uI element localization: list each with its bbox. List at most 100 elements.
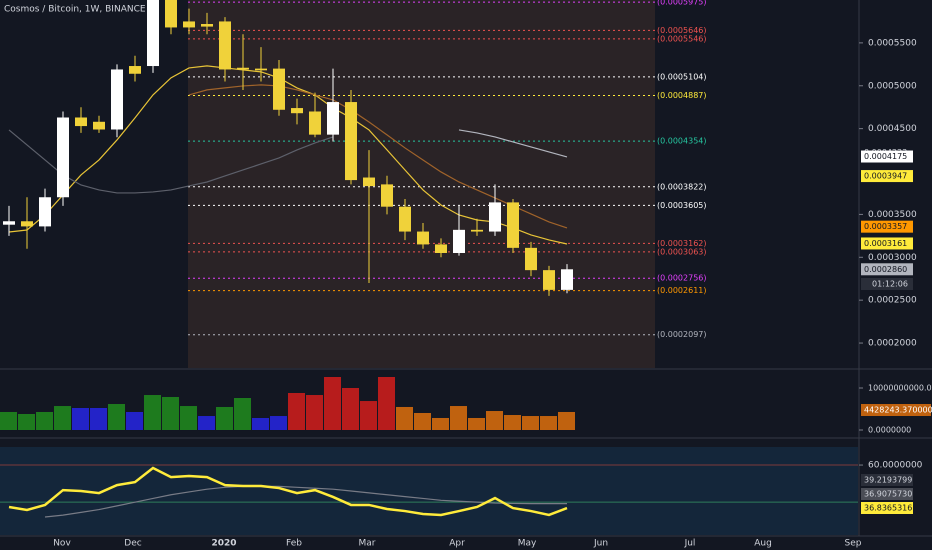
candle-body (165, 0, 177, 28)
volume-bar (396, 406, 413, 431)
level-label: (0.0004354) (657, 137, 707, 146)
volume-bar (126, 411, 143, 431)
volume-bar (522, 416, 539, 431)
candle-body (75, 117, 87, 127)
y-tick-label: 0.0005500 (868, 38, 917, 48)
countdown-tag (861, 278, 913, 290)
price-tag (861, 220, 913, 233)
candle-body (327, 102, 339, 135)
rsi-tag-label: 36.9075730 (864, 490, 912, 499)
volume-bar (432, 417, 449, 431)
volume-bar (216, 406, 233, 431)
candle-body (21, 221, 33, 227)
volume-bar (558, 411, 575, 431)
line-series (188, 84, 568, 229)
countdown: 01:12:06 (872, 280, 908, 289)
candle-body (291, 108, 303, 114)
candle-body (57, 117, 69, 198)
x-tick-label: Jul (684, 539, 696, 549)
level-label: (0.0003605) (657, 201, 707, 210)
candle-body (183, 21, 195, 28)
price-tag-label: 0.0003947 (864, 172, 907, 181)
rsi-tag (861, 502, 913, 514)
volume-bar (90, 407, 107, 431)
volume-bar (342, 388, 359, 431)
volume-bar (0, 411, 17, 431)
x-tick-label: Jun (593, 539, 608, 549)
candle-body (237, 67, 249, 70)
level-label: (0.0002097) (657, 330, 707, 339)
candle-body (147, 0, 159, 67)
rsi-background (0, 447, 858, 535)
volume-last-label: 4428243.3700000 (864, 406, 932, 415)
volume-bar (306, 395, 323, 431)
highlight-region (188, 0, 655, 368)
candle-body (399, 206, 411, 232)
price-tag (861, 170, 913, 183)
volume-bar (180, 406, 197, 431)
level-label: (0.0002756) (657, 274, 707, 283)
level-label: (0.0005646) (657, 26, 707, 35)
x-tick-label: Nov (53, 539, 71, 549)
candle-body (201, 24, 213, 27)
volume-bar (54, 406, 71, 431)
candle-body (111, 69, 123, 130)
price-tag-label: 0.0002860 (864, 265, 907, 274)
volume-bar (540, 416, 557, 431)
volume-bar (234, 397, 251, 431)
volume-bar (288, 392, 305, 431)
volume-bar (162, 396, 179, 431)
candle-body (525, 247, 537, 271)
volume-bar (504, 415, 521, 431)
candle-body (363, 177, 375, 187)
x-tick-label: May (518, 539, 537, 549)
candle-body (561, 269, 573, 290)
price-tag-label: 0.0004175 (864, 152, 907, 161)
line-series (8, 466, 568, 517)
volume-bar (324, 376, 341, 431)
x-tick-label: Feb (286, 539, 302, 549)
volume-bar (108, 404, 125, 431)
candle-body (435, 244, 447, 253)
line-series (8, 65, 568, 245)
candle-body (39, 197, 51, 227)
price-tag (861, 263, 913, 276)
candle-body (129, 66, 141, 74)
level-label: (0.0003162) (657, 239, 707, 248)
level-label: (0.0005546) (657, 34, 707, 43)
candle-body (453, 229, 465, 253)
level-label: (0.0003822) (657, 182, 707, 191)
price-tag (861, 237, 913, 250)
price-tag-label: 0.0003161 (864, 239, 907, 248)
candle-body (489, 202, 501, 232)
y-tick-label: 0.0005000 (868, 81, 917, 91)
price-tag-label: 0.0003357 (864, 222, 907, 231)
volume-bar (360, 401, 377, 431)
x-tick-label: Apr (449, 539, 465, 549)
price-pane (3, 0, 655, 336)
y-tick-label: 0.0002500 (868, 296, 917, 306)
rsi-tag-label: 36.8365316 (864, 504, 912, 513)
candle-body (381, 184, 393, 207)
candle-body (471, 229, 483, 232)
price-tag (861, 150, 913, 163)
y-tick-label: 0.0003500 (868, 210, 917, 220)
rsi-tag (861, 488, 913, 500)
volume-bar (18, 413, 35, 431)
volume-bar (252, 417, 269, 431)
x-tick-label: Aug (754, 539, 772, 549)
x-tick-label: Dec (124, 539, 141, 549)
candle-body (93, 121, 105, 130)
candle-body (3, 221, 15, 225)
candle-body (345, 102, 357, 181)
volume-bar (414, 412, 431, 431)
volume-bar (450, 406, 467, 431)
volume-bar (72, 407, 89, 431)
y-tick-label: 0.0002000 (868, 339, 917, 349)
volume-bar (486, 411, 503, 431)
volume-bar (144, 395, 161, 431)
candle-body (507, 202, 519, 248)
candle-body (255, 68, 267, 71)
volume-bar (36, 411, 53, 431)
